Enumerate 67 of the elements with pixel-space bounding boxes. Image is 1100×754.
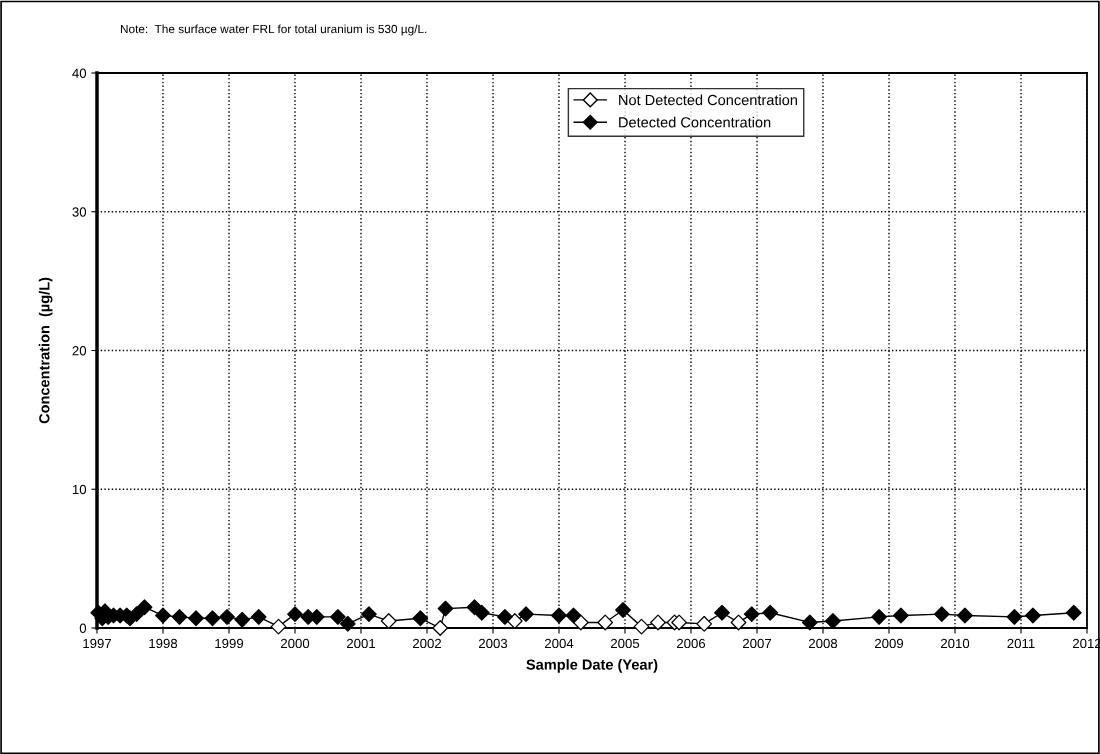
point bbox=[250, 608, 267, 625]
x-tick-label: 2009 bbox=[874, 638, 904, 649]
point bbox=[136, 599, 153, 616]
point bbox=[597, 614, 614, 631]
point bbox=[380, 613, 397, 629]
x-tick-label: 2007 bbox=[742, 638, 772, 649]
y-tick-label: 10 bbox=[72, 484, 87, 495]
point bbox=[933, 606, 950, 623]
point bbox=[650, 614, 666, 631]
x-tick-label: 2010 bbox=[940, 638, 970, 649]
point bbox=[437, 600, 454, 617]
point bbox=[824, 613, 841, 629]
point bbox=[234, 611, 251, 628]
point bbox=[714, 604, 730, 621]
x-axis-title: Sample Date (Year) bbox=[526, 659, 658, 673]
point bbox=[188, 610, 204, 627]
point bbox=[270, 618, 287, 635]
point bbox=[496, 608, 513, 625]
point bbox=[506, 613, 523, 629]
y-tick-label: 0 bbox=[79, 623, 87, 633]
point bbox=[155, 607, 171, 624]
point bbox=[1024, 607, 1041, 624]
point bbox=[633, 618, 650, 635]
point bbox=[762, 604, 779, 621]
point bbox=[696, 615, 713, 632]
point bbox=[432, 620, 449, 636]
y-axis-title: Concentration (µg/L) bbox=[38, 277, 53, 424]
point bbox=[339, 615, 356, 632]
x-tick-label: 2001 bbox=[346, 638, 376, 649]
point bbox=[287, 606, 303, 623]
y-tick-label: 20 bbox=[72, 346, 87, 356]
point bbox=[565, 607, 582, 624]
point bbox=[615, 602, 631, 618]
point bbox=[412, 610, 429, 627]
point bbox=[204, 610, 221, 627]
legend-label: Not Detected Concentration bbox=[619, 94, 797, 106]
point bbox=[361, 606, 377, 623]
x-tick-label: 2000 bbox=[280, 638, 310, 649]
point bbox=[171, 608, 188, 625]
y-tick-label: 40 bbox=[72, 68, 87, 78]
point bbox=[671, 614, 688, 631]
point bbox=[730, 614, 747, 631]
x-tick-label: 2008 bbox=[808, 638, 838, 649]
point bbox=[801, 614, 818, 631]
legend-label: Detected Concentration bbox=[619, 116, 771, 128]
x-tick-label: 2005 bbox=[610, 638, 640, 649]
point bbox=[473, 604, 490, 621]
x-tick-label: 2003 bbox=[478, 638, 508, 649]
x-tick-label: 2011 bbox=[1007, 638, 1035, 649]
point bbox=[551, 607, 567, 624]
point bbox=[329, 608, 346, 625]
y-tick-label: 30 bbox=[72, 207, 87, 217]
point bbox=[219, 608, 235, 625]
point bbox=[892, 607, 909, 624]
point bbox=[871, 608, 888, 625]
x-tick-label: 1998 bbox=[149, 638, 178, 649]
point bbox=[1065, 604, 1082, 621]
x-tick-label: 2002 bbox=[412, 638, 442, 649]
point bbox=[518, 606, 534, 623]
point bbox=[1006, 608, 1023, 625]
point bbox=[956, 607, 973, 624]
point bbox=[743, 606, 760, 623]
x-tick-label: 1997 bbox=[83, 638, 112, 649]
x-tick-label: 2006 bbox=[676, 638, 706, 649]
x-tick-label: 2004 bbox=[544, 638, 574, 649]
x-tick-label: 1999 bbox=[215, 638, 244, 649]
text: Note: The surface water FRL for total uranium is 530 µg/L. bbox=[120, 24, 427, 36]
